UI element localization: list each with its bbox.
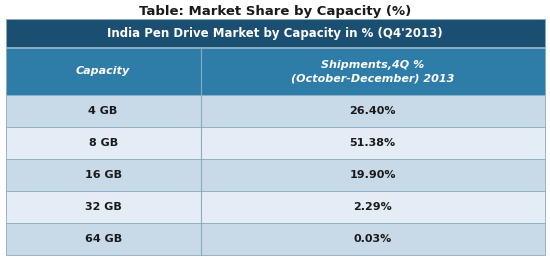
Text: 26.40%: 26.40% [349,106,396,116]
Bar [6,19,544,47]
Text: 8 GB: 8 GB [89,138,118,148]
Text: 51.38%: 51.38% [350,138,395,148]
Text: 64 GB: 64 GB [85,234,122,244]
Bar [6,159,544,191]
Text: 32 GB: 32 GB [85,202,122,212]
Bar [6,191,544,223]
Bar [6,223,544,255]
Bar [6,48,544,95]
Text: 0.03%: 0.03% [354,234,392,244]
Bar [6,127,544,159]
Text: 4 GB: 4 GB [89,106,118,116]
Text: Shipments,4Q %
(October-December) 2013: Shipments,4Q % (October-December) 2013 [291,60,454,83]
Text: 2.29%: 2.29% [353,202,392,212]
Bar [6,95,544,127]
Text: Capacity: Capacity [76,67,130,77]
Text: Table: Market Share by Capacity (%): Table: Market Share by Capacity (%) [139,5,411,17]
Text: 19.90%: 19.90% [349,170,396,180]
Text: 16 GB: 16 GB [85,170,122,180]
Text: India Pen Drive Market by Capacity in % (Q4'2013): India Pen Drive Market by Capacity in % … [107,26,443,40]
